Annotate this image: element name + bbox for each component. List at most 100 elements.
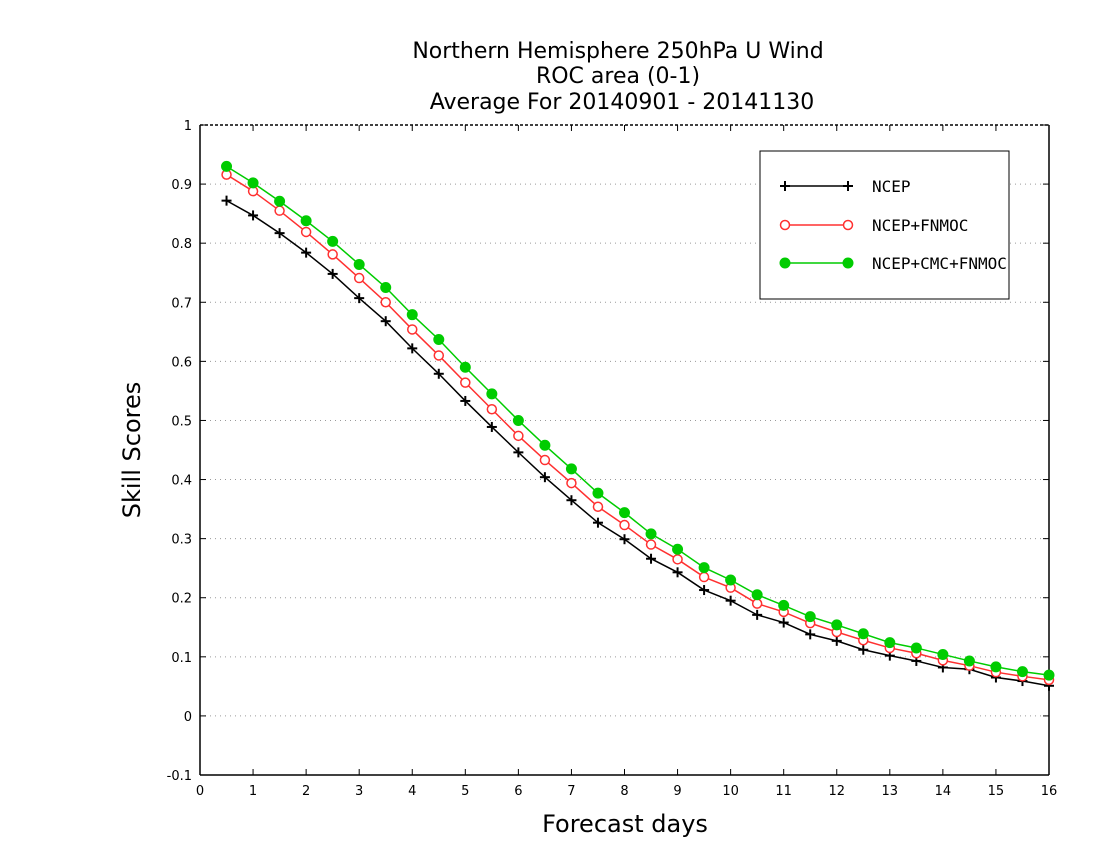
data-point	[248, 210, 259, 221]
data-point	[327, 249, 338, 260]
x-tick-label: 2	[302, 784, 310, 799]
data-point	[406, 309, 418, 321]
y-tick-label: 0.9	[171, 178, 192, 193]
data-point	[539, 454, 551, 466]
legend-label: NCEP+FNMOC	[872, 216, 968, 235]
x-tick-label: 15	[988, 784, 1005, 799]
x-tick-label: 6	[514, 784, 522, 799]
chart-title-group: Northern Hemisphere 250hPa U Wind ROC ar…	[412, 39, 823, 115]
data-point	[592, 501, 604, 512]
data-point	[460, 395, 471, 406]
data-series	[221, 160, 1055, 691]
data-point	[221, 160, 233, 172]
data-point	[1043, 669, 1055, 681]
x-tick-label: 3	[355, 784, 363, 799]
data-point	[1016, 666, 1028, 678]
data-point	[990, 661, 1002, 673]
chart-title-line-3: Average For 20140901 - 20141130	[430, 90, 815, 115]
data-point	[619, 507, 630, 519]
data-point	[486, 403, 498, 415]
data-point	[433, 334, 445, 345]
legend-marker-left	[779, 219, 791, 231]
y-tick-label: -0.1	[167, 769, 192, 784]
data-point	[300, 226, 312, 238]
y-tick-label: 0.8	[171, 237, 192, 252]
x-tick-label: 8	[620, 784, 628, 799]
data-point	[274, 205, 285, 216]
data-point	[884, 637, 896, 649]
data-point	[539, 472, 550, 483]
x-tick-label: 7	[567, 784, 575, 799]
data-point	[751, 589, 763, 601]
chart-title-line-2: ROC area (0-1)	[536, 64, 700, 89]
data-point	[910, 642, 922, 654]
data-point	[805, 629, 816, 640]
legend-marker-right	[842, 257, 854, 269]
data-point	[301, 247, 312, 258]
data-point	[407, 324, 418, 335]
x-tick-label: 9	[673, 784, 681, 799]
legend-marker-left	[779, 257, 791, 269]
x-tick-label: 16	[1041, 784, 1058, 799]
data-point	[752, 609, 763, 620]
data-point	[565, 463, 577, 475]
data-point	[433, 368, 444, 379]
data-point	[407, 343, 418, 354]
data-point	[353, 272, 365, 284]
x-tick-label: 1	[249, 784, 257, 799]
legend-entry: NCEP	[780, 177, 911, 196]
data-point	[247, 177, 259, 189]
data-point	[857, 628, 869, 640]
data-point	[380, 282, 392, 293]
data-point	[460, 377, 471, 388]
data-point	[831, 635, 842, 646]
chart-title-line-1: Northern Hemisphere 250hPa U Wind	[412, 39, 823, 64]
x-tick-label: 4	[408, 784, 416, 799]
y-tick-label: 1	[184, 119, 192, 134]
legend: NCEP NCEP+FNMOC NCEP+CMC+FNMOC	[759, 150, 1010, 300]
data-point	[645, 528, 657, 540]
data-point	[513, 430, 524, 442]
y-tick-label: 0.1	[171, 651, 192, 666]
legend-marker-right	[842, 219, 854, 231]
y-tick-label: 0	[184, 710, 192, 725]
data-point	[566, 495, 577, 506]
data-point	[698, 571, 710, 583]
data-point	[831, 619, 843, 631]
data-point	[804, 611, 816, 623]
data-point	[274, 228, 285, 239]
data-point	[725, 595, 736, 606]
legend-entry: NCEP+CMC+FNMOC	[779, 254, 1007, 273]
data-point	[539, 439, 551, 451]
data-point	[354, 293, 365, 304]
legend-label: NCEP	[872, 177, 911, 196]
data-point	[380, 297, 391, 308]
data-point	[300, 215, 312, 227]
y-tick-labels: -0.1 0 0.1 0.2 0.3 0.4 0.5 0.6 0.7 0.8 0.9 1	[167, 119, 1049, 784]
x-axis-label: Forecast days	[542, 810, 708, 838]
data-point	[592, 517, 603, 528]
legend-marker-right	[843, 181, 853, 191]
data-point	[592, 487, 604, 499]
x-tick-label: 12	[828, 784, 845, 799]
data-point	[778, 599, 790, 611]
y-tick-label: 0.5	[171, 414, 192, 429]
x-tick-label: 0	[196, 784, 204, 799]
y-tick-label: 0.2	[171, 592, 192, 607]
x-tick-label: 13	[882, 784, 899, 799]
data-point	[645, 539, 657, 550]
legend-label: NCEP+CMC+FNMOC	[872, 254, 1007, 273]
data-point	[353, 258, 365, 270]
data-point	[963, 655, 975, 667]
series-0	[221, 195, 1054, 691]
x-tick-label: 5	[461, 784, 469, 799]
data-point	[751, 598, 763, 609]
data-point	[486, 421, 497, 432]
data-point	[698, 562, 710, 574]
data-point	[646, 553, 657, 564]
legend-marker-left	[780, 181, 790, 191]
data-point	[327, 268, 338, 279]
y-tick-label: 0.4	[171, 474, 192, 489]
data-point	[672, 567, 683, 578]
